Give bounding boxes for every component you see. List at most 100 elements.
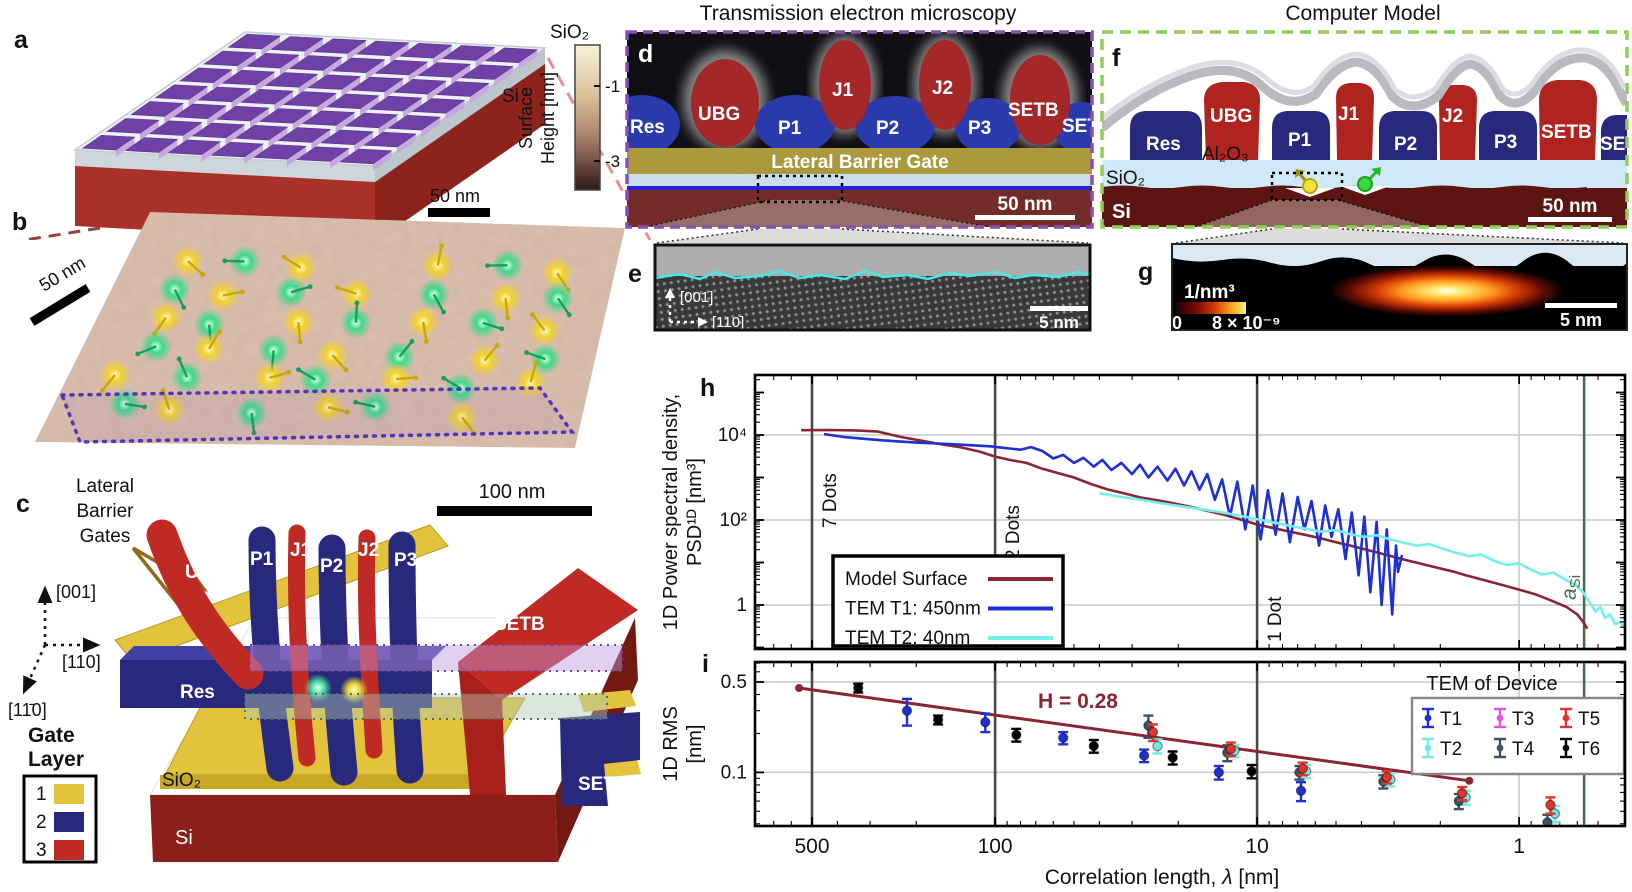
zoom-connector-fg [1176, 229, 1623, 243]
charge-density-hotspot [1329, 265, 1565, 317]
svg-text:5 nm: 5 nm [1560, 310, 1602, 330]
i-ylabel-1: 1D RMS [660, 706, 682, 782]
panel-g-border [1171, 243, 1628, 331]
panel-letter-f: f [1112, 44, 1121, 72]
svg-text:Model Surface: Model Surface [845, 569, 968, 590]
label-si: Si [175, 827, 193, 849]
colorbar-tick-hi: -1 [605, 77, 620, 96]
h-ytick: 1 [736, 595, 747, 616]
label-p2: P2 [320, 556, 343, 577]
zoom-line-left [24, 226, 101, 240]
rms-frame [753, 660, 1627, 828]
panel-f-border [1100, 30, 1629, 229]
colorbar-tick-lo: -3 [605, 152, 620, 171]
axis-110: [110] [62, 652, 101, 672]
label-ubg-f: UBG [1210, 106, 1252, 127]
label-sio2: SiO₂ [162, 770, 201, 791]
label-j1: J1 [832, 80, 854, 101]
psd-legend: Model Surface TEM T1: 450nm TEM T2: 40nm [831, 554, 1065, 649]
svg-text:1/nm³: 1/nm³ [1184, 282, 1235, 303]
panel-letter-c: c [16, 490, 30, 518]
x-tick: 1 [1513, 835, 1525, 858]
zoom-box-f [1270, 171, 1344, 202]
rms-point-T1 [1295, 781, 1307, 803]
x-tick: 100 [978, 835, 1013, 858]
electron-spin-icon [1357, 167, 1381, 192]
colorbar-title-1: Surface [516, 87, 536, 149]
sio2-layer-front [75, 150, 375, 182]
label-j2: J2 [358, 540, 379, 561]
surface-height-colorbar: -1 -3 Surface Height [nm] [516, 44, 620, 191]
scale-bar-50nm: 50 nm [975, 194, 1075, 220]
svg-text:T2: T2 [1440, 739, 1462, 760]
density-colorbar: 1/nm³ 0 8 × 10⁻⁹ [1172, 282, 1281, 333]
panel-c-3d-gate-render: c Lateral Barrier Gates 100 nm [001] [11… [8, 476, 641, 864]
rms-point-T1 [1213, 764, 1225, 781]
hurst-label: H = 0.28 [1038, 690, 1118, 713]
scale-bar-5nm-g: 5 nm [1545, 303, 1617, 330]
x-tick: 10 [1245, 835, 1268, 858]
label-res: Res [630, 117, 665, 138]
rms-point-T6 [1088, 738, 1100, 754]
scale-bar-50nm-f: 50 nm [1528, 196, 1612, 222]
label-ubg: UBG [698, 104, 740, 125]
label-p2: P2 [876, 118, 899, 139]
rms-point-T6 [853, 682, 864, 694]
panel-d-e-tem: Transmission electron microscopy [625, 2, 1094, 332]
label-setb: SETB [1008, 100, 1059, 121]
model-gates [1130, 80, 1627, 160]
scale-bar-5nm: 5 nm [1030, 306, 1088, 330]
panel-letter-d: d [638, 40, 653, 68]
psd-frame [753, 373, 1627, 651]
svg-text:0: 0 [1172, 313, 1182, 333]
svg-text:50 nm: 50 nm [998, 194, 1053, 215]
x-tick: 500 [794, 835, 829, 858]
hole-spin-icon [1295, 169, 1318, 194]
panel-e-border [653, 243, 1092, 332]
label-p3: P3 [394, 550, 417, 571]
svg-text:TEM of Device: TEM of Device [1426, 673, 1557, 695]
rms-point-T6 [1246, 763, 1257, 780]
vline-label-2dots: 2 Dots [1003, 505, 1024, 560]
interface-trace [655, 269, 1090, 281]
vline-label-asi: aSi [1558, 575, 1584, 600]
psd-series [823, 432, 1404, 616]
panel-d-border [625, 30, 1094, 229]
rms-point-T5 [1147, 723, 1159, 743]
h-ytick: 10² [720, 510, 747, 531]
label-p3: P3 [968, 118, 991, 139]
model-title: Computer Model [1285, 2, 1440, 25]
al2o3-cap [1102, 53, 1627, 132]
rms-legend: TEM of Device T1 T3 T5 T2 T4 T6 [1410, 673, 1626, 776]
axis-001: [001] [56, 582, 96, 602]
zoom-region-outline [59, 386, 576, 444]
rms-point-T1 [1138, 748, 1150, 764]
label-si: Si [502, 86, 519, 107]
axis-001-e: [001] [680, 289, 713, 306]
label-j2-f: J2 [1442, 106, 1463, 127]
label-setb: SETB [494, 614, 545, 635]
label-j1-f: J1 [1338, 104, 1360, 125]
rms-point-T1 [901, 697, 913, 727]
label-al2o3: Al₂O₃ [1202, 144, 1249, 165]
rms-point-T1 [1057, 730, 1069, 746]
rms-point-T6 [1011, 727, 1022, 743]
tem-title: Transmission electron microscopy [700, 2, 1017, 25]
zoom-connector [657, 229, 1088, 243]
label-res: Res [180, 682, 215, 703]
fit-line [798, 686, 1470, 783]
crystal-axes-e [665, 288, 708, 327]
svg-text:8 × 10⁻⁹: 8 × 10⁻⁹ [1212, 313, 1281, 333]
gate-pillar-array [81, 33, 539, 171]
label-p3-f: P3 [1494, 132, 1517, 153]
label-p2-f: P2 [1394, 134, 1417, 155]
i-ylabel-2: [nm] [684, 725, 706, 764]
sio2-layer-side [375, 48, 545, 182]
label-j1: J1 [290, 540, 312, 561]
panel-letter-h: h [700, 374, 715, 402]
panel-letter-i: i [702, 650, 709, 678]
axis-110-e: [110] [712, 314, 744, 331]
label-lateral-barrier-gate: Lateral Barrier Gate [771, 152, 948, 173]
vline-label-1dot: 1 Dot [1265, 596, 1286, 642]
